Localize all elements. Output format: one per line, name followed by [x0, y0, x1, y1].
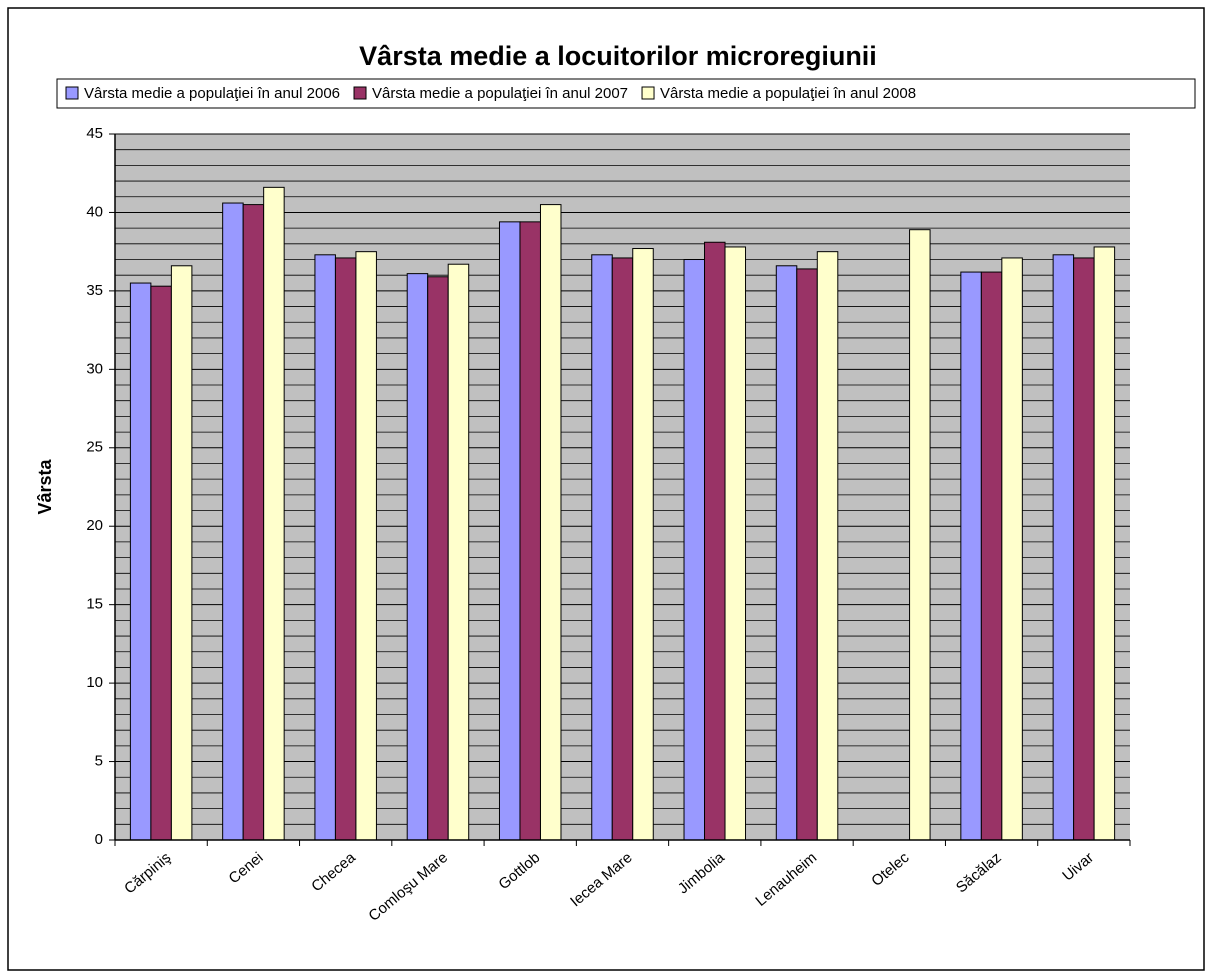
bar: [314, 254, 336, 841]
y-tick-label: 20: [86, 517, 103, 534]
bar: [129, 282, 152, 841]
y-tick-label: 45: [86, 125, 103, 142]
y-tick-label: 5: [95, 753, 103, 770]
bar: [519, 221, 541, 841]
bar: [960, 271, 982, 841]
bar: [775, 265, 798, 841]
legend-swatch: [65, 86, 79, 100]
bar: [796, 268, 818, 841]
y-tick-label: 35: [86, 282, 103, 299]
bar: [242, 204, 265, 841]
y-tick-label: 40: [86, 203, 103, 220]
legend-label: Vârsta medie a populaţiei în anul 2008: [660, 85, 916, 102]
y-tick-label: 15: [86, 596, 103, 613]
bar: [447, 263, 470, 841]
bar: [591, 254, 613, 841]
bar: [263, 186, 285, 841]
y-tick-label: 30: [86, 360, 103, 377]
legend-swatch: [641, 86, 655, 100]
bar: [980, 271, 1003, 841]
bar: [539, 204, 562, 841]
bar: [724, 246, 747, 841]
bar: [170, 265, 193, 841]
bar: [334, 257, 357, 841]
bar: [427, 276, 449, 841]
bar: [1001, 257, 1023, 841]
bar: [406, 273, 429, 841]
bar: [222, 202, 244, 841]
bar: [1093, 246, 1116, 841]
legend-label: Vârsta medie a populaţiei în anul 2007: [372, 85, 628, 102]
bar: [683, 259, 706, 841]
bar: [816, 251, 839, 841]
bar: [632, 248, 654, 841]
bar: [704, 241, 726, 841]
bar: [150, 285, 172, 841]
y-tick-label: 25: [86, 439, 103, 456]
legend-box: [56, 78, 1196, 109]
legend-swatch: [353, 86, 367, 100]
y-tick-label: 10: [86, 674, 103, 691]
bar: [611, 257, 634, 841]
bar: [498, 221, 521, 841]
chart-title: Vârsta medie a locuitorilor microregiuni…: [359, 41, 877, 71]
legend-label: Vârsta medie a populaţiei în anul 2006: [84, 85, 340, 102]
bar: [1052, 254, 1075, 841]
bar: [1073, 257, 1095, 841]
bar: [909, 229, 931, 841]
y-axis-label: Vârsta: [35, 458, 55, 514]
y-tick-label: 0: [95, 831, 103, 848]
bar: [355, 251, 377, 841]
